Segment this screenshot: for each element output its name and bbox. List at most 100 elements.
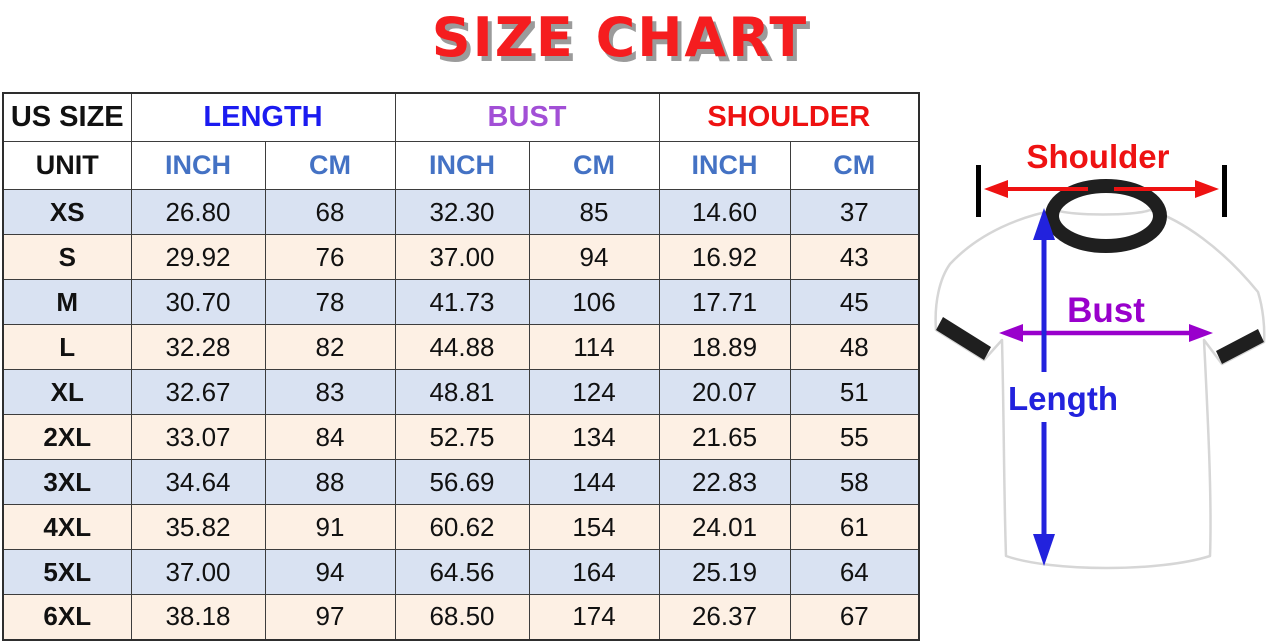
size-chart-table: US SIZE LENGTH BUST SHOULDER UNIT INCH C… xyxy=(2,92,921,641)
value-cell: 106 xyxy=(528,279,660,325)
table-row: S 29.92 76 37.00 94 16.92 43 xyxy=(2,234,920,280)
length-inch-header: INCH xyxy=(130,141,266,190)
shoulder-arrow-left-head xyxy=(984,180,1008,198)
value-cell: 44.88 xyxy=(394,324,530,370)
unit-label: UNIT xyxy=(2,141,132,190)
value-cell: 33.07 xyxy=(130,414,266,460)
value-cell: 26.80 xyxy=(130,189,266,235)
length-arrow-top-head xyxy=(1033,208,1055,240)
table-row: XL 32.67 83 48.81 124 20.07 51 xyxy=(2,369,920,415)
value-cell: 154 xyxy=(528,504,660,550)
shoulder-label: Shoulder xyxy=(1026,138,1169,175)
value-cell: 18.89 xyxy=(658,324,791,370)
shoulder-left-end-bar xyxy=(976,165,981,217)
value-cell: 52.75 xyxy=(394,414,530,460)
table-row: M 30.70 78 41.73 106 17.71 45 xyxy=(2,279,920,325)
value-cell: 48.81 xyxy=(394,369,530,415)
size-cell: 3XL xyxy=(2,459,132,505)
length-group-header: LENGTH xyxy=(130,92,396,142)
value-cell: 91 xyxy=(264,504,396,550)
value-cell: 78 xyxy=(264,279,396,325)
table-row: 5XL 37.00 94 64.56 164 25.19 64 xyxy=(2,549,920,595)
value-cell: 88 xyxy=(264,459,396,505)
value-cell: 68 xyxy=(264,189,396,235)
right-cuff-trim xyxy=(1216,329,1264,364)
value-cell: 35.82 xyxy=(130,504,266,550)
shoulder-cm-header: CM xyxy=(789,141,920,190)
value-cell: 34.64 xyxy=(130,459,266,505)
value-cell: 32.67 xyxy=(130,369,266,415)
value-cell: 43 xyxy=(789,234,920,280)
shoulder-right-end-bar xyxy=(1222,165,1227,217)
tshirt-measurement-diagram: Shoulder Bust Length xyxy=(920,120,1280,644)
value-cell: 144 xyxy=(528,459,660,505)
value-cell: 45 xyxy=(789,279,920,325)
table-row: 3XL 34.64 88 56.69 144 22.83 58 xyxy=(2,459,920,505)
value-cell: 37.00 xyxy=(130,549,266,595)
shoulder-inch-header: INCH xyxy=(658,141,791,190)
value-cell: 94 xyxy=(528,234,660,280)
value-cell: 85 xyxy=(528,189,660,235)
bust-group-header: BUST xyxy=(394,92,660,142)
table-row: 6XL 38.18 97 68.50 174 26.37 67 xyxy=(2,594,920,640)
size-cell: 2XL xyxy=(2,414,132,460)
value-cell: 134 xyxy=(528,414,660,460)
value-cell: 38.18 xyxy=(130,594,266,640)
shoulder-arrow-right-head xyxy=(1195,180,1219,198)
length-arrow-bottom-head xyxy=(1033,534,1055,566)
value-cell: 83 xyxy=(264,369,396,415)
value-cell: 76 xyxy=(264,234,396,280)
value-cell: 16.92 xyxy=(658,234,791,280)
size-table-body: XS 26.80 68 32.30 85 14.60 37 S 29.92 76 37.00 94 16… xyxy=(2,189,920,640)
value-cell: 60.62 xyxy=(394,504,530,550)
value-cell: 20.07 xyxy=(658,369,791,415)
value-cell: 24.01 xyxy=(658,504,791,550)
value-cell: 55 xyxy=(789,414,920,460)
length-label: Length xyxy=(1008,380,1118,417)
tshirt-body xyxy=(934,208,1266,570)
size-cell: 6XL xyxy=(2,594,132,640)
bust-arrow-right-head xyxy=(1189,324,1213,342)
unit-header-row: UNIT INCH CM INCH CM INCH CM xyxy=(2,141,920,190)
value-cell: 37 xyxy=(789,189,920,235)
table-row: L 32.28 82 44.88 114 18.89 48 xyxy=(2,324,920,370)
tshirt-illustration xyxy=(934,179,1266,570)
value-cell: 61 xyxy=(789,504,920,550)
value-cell: 41.73 xyxy=(394,279,530,325)
value-cell: 32.28 xyxy=(130,324,266,370)
bust-label: Bust xyxy=(1067,291,1145,330)
page-title: SIZE CHART xyxy=(431,6,809,69)
value-cell: 56.69 xyxy=(394,459,530,505)
bust-inch-header: INCH xyxy=(394,141,530,190)
value-cell: 21.65 xyxy=(658,414,791,460)
group-header-row: US SIZE LENGTH BUST SHOULDER xyxy=(2,92,920,142)
value-cell: 82 xyxy=(264,324,396,370)
bust-arrow-left-head xyxy=(999,324,1023,342)
shoulder-group-header: SHOULDER xyxy=(658,92,920,142)
left-cuff-trim xyxy=(936,317,991,360)
shoulder-annotation: Shoulder xyxy=(976,138,1227,217)
value-cell: 94 xyxy=(264,549,396,595)
value-cell: 22.83 xyxy=(658,459,791,505)
size-cell: M xyxy=(2,279,132,325)
value-cell: 124 xyxy=(528,369,660,415)
value-cell: 37.00 xyxy=(394,234,530,280)
value-cell: 84 xyxy=(264,414,396,460)
value-cell: 68.50 xyxy=(394,594,530,640)
corner-header: US SIZE xyxy=(2,92,132,142)
size-cell: 5XL xyxy=(2,549,132,595)
size-cell: XL xyxy=(2,369,132,415)
value-cell: 164 xyxy=(528,549,660,595)
value-cell: 58 xyxy=(789,459,920,505)
value-cell: 51 xyxy=(789,369,920,415)
value-cell: 48 xyxy=(789,324,920,370)
size-cell: XS xyxy=(2,189,132,235)
value-cell: 26.37 xyxy=(658,594,791,640)
size-cell: S xyxy=(2,234,132,280)
table-row: 2XL 33.07 84 52.75 134 21.65 55 xyxy=(2,414,920,460)
value-cell: 30.70 xyxy=(130,279,266,325)
value-cell: 14.60 xyxy=(658,189,791,235)
value-cell: 114 xyxy=(528,324,660,370)
bust-annotation: Bust xyxy=(999,291,1213,342)
value-cell: 67 xyxy=(789,594,920,640)
